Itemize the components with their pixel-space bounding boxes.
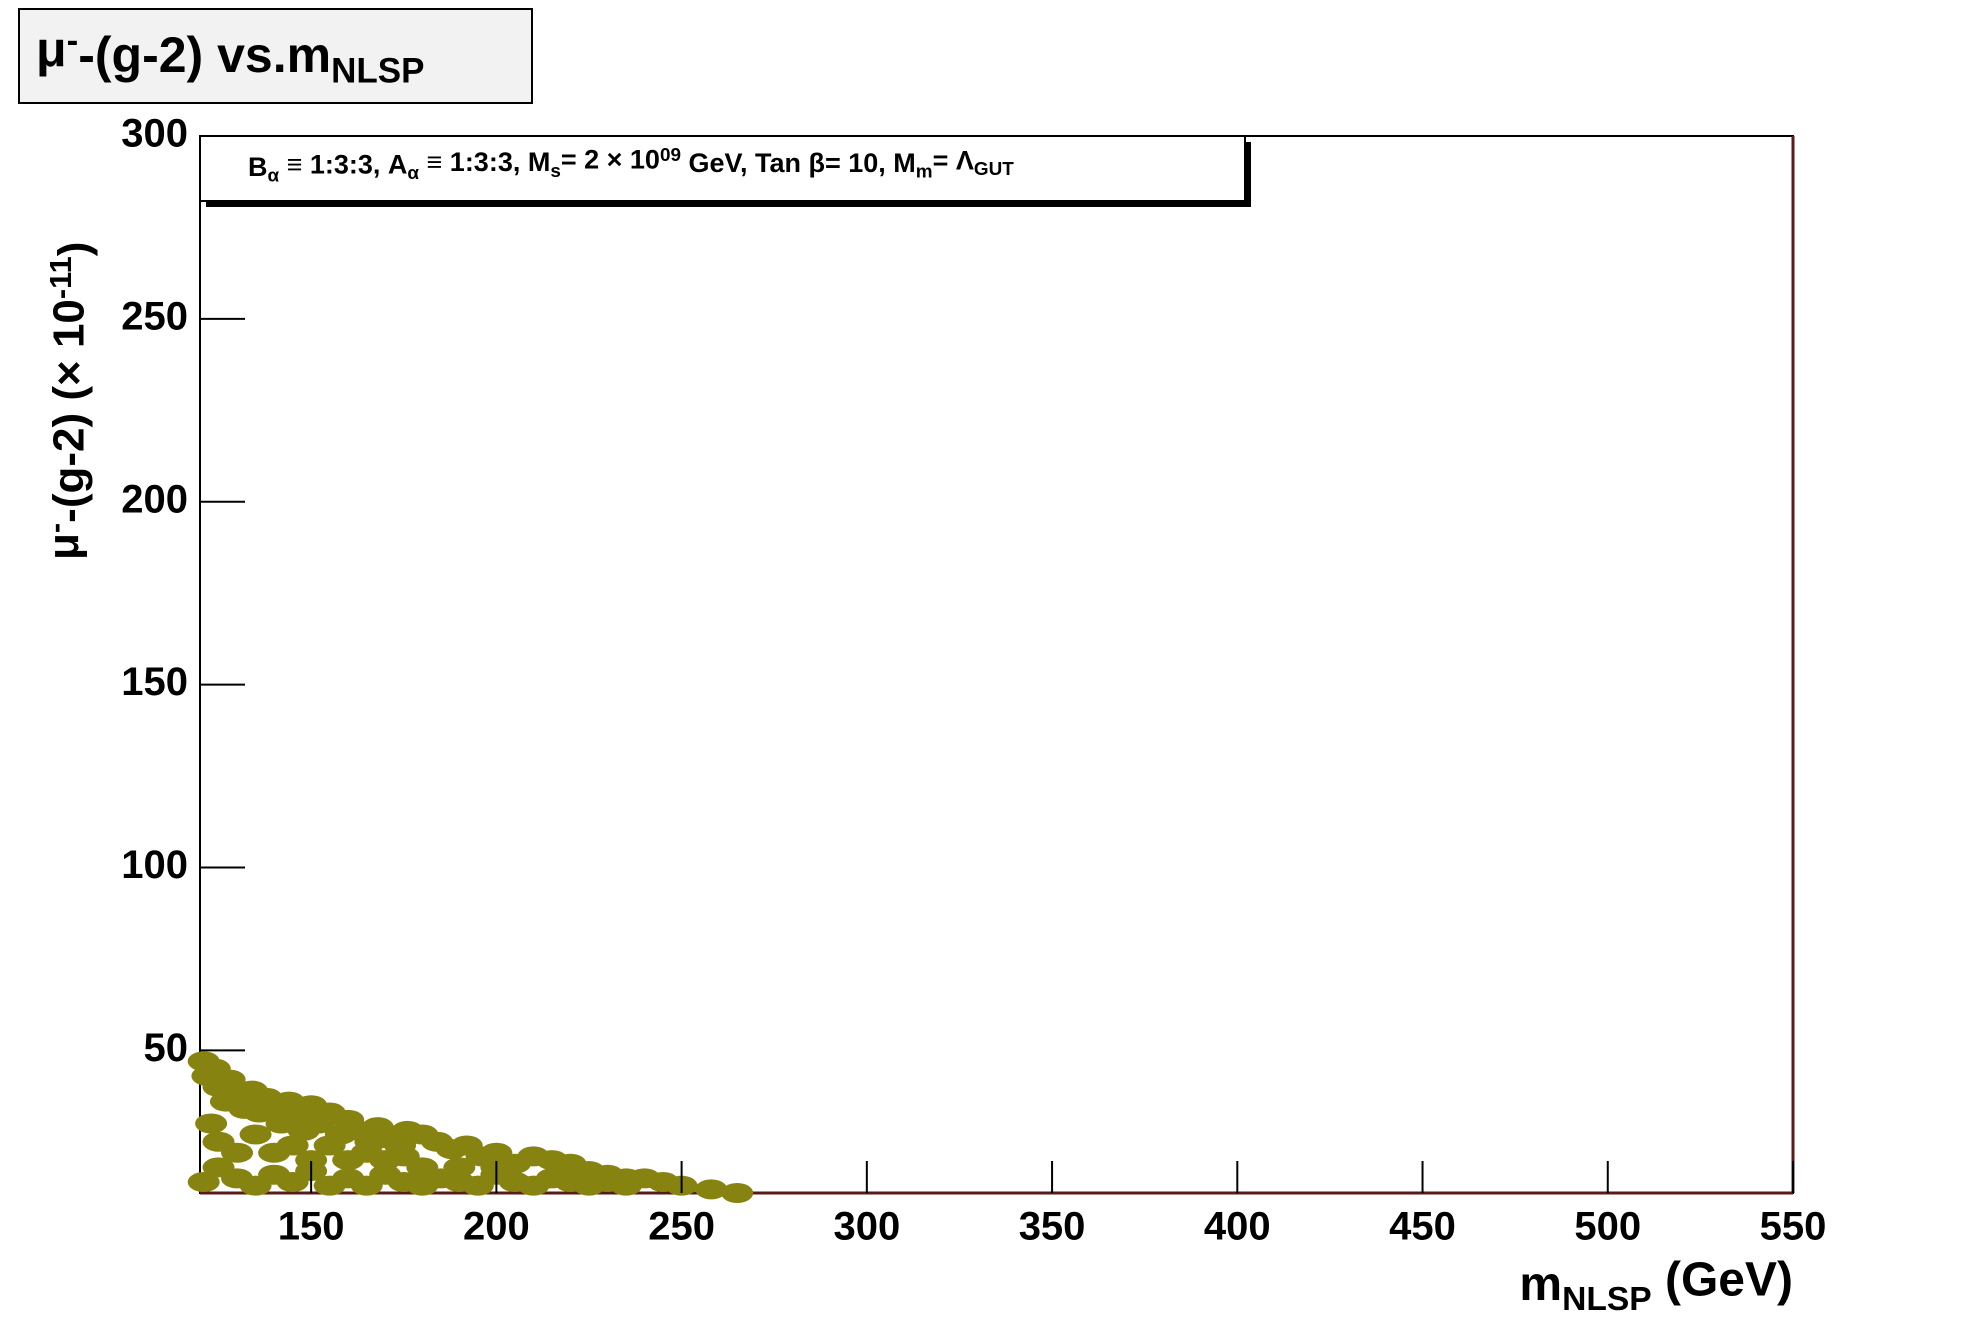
x-tick-label: 550	[1760, 1205, 1827, 1249]
x-tick-label: 150	[278, 1205, 345, 1249]
point	[276, 1135, 309, 1156]
text-segment: NLSP	[331, 52, 424, 91]
points	[187, 1051, 754, 1203]
point	[239, 1124, 272, 1145]
x-tick-label: 450	[1389, 1205, 1456, 1249]
point	[195, 1113, 228, 1134]
plot-frame	[199, 135, 1794, 1194]
text-segment: -	[67, 21, 79, 60]
annotation-box	[199, 135, 1246, 202]
text-segment: ≡ 1:3:3, M	[419, 147, 550, 177]
text-segment: GeV, Tan β= 10, M	[681, 148, 916, 178]
text-segment: = 2 × 10	[561, 145, 660, 175]
point	[695, 1179, 728, 1200]
text-segment: NLSP	[1562, 1281, 1652, 1318]
text-segment: GUT	[974, 159, 1014, 180]
point	[721, 1183, 754, 1203]
point	[313, 1135, 346, 1156]
text-segment: s	[550, 161, 561, 182]
text-segment: μ	[36, 21, 67, 77]
text-segment: -11	[43, 256, 78, 299]
x-tick-label: 400	[1204, 1205, 1271, 1249]
text-segment: α	[268, 166, 280, 187]
y-tick-label: 250	[121, 294, 188, 338]
text-segment: )	[50, 242, 99, 257]
title-box	[18, 8, 533, 104]
y-tick-label: 100	[121, 843, 188, 887]
point	[221, 1142, 254, 1163]
x-tick-label: 350	[1019, 1205, 1086, 1249]
text-segment: μ	[39, 533, 88, 560]
text-segment: (GeV)	[1652, 1254, 1793, 1307]
y-axis-label: μ--(g-2) (× 10-11)	[38, 242, 99, 560]
text-segment: = Λ	[933, 146, 974, 176]
text-segment: α	[407, 163, 419, 184]
y-tick-label: 50	[144, 1026, 189, 1070]
y-tick-label: 150	[121, 660, 188, 704]
x-axis-label: mNLSP (GeV)	[1519, 1254, 1793, 1318]
point	[443, 1157, 476, 1178]
text-segment: -	[38, 523, 73, 533]
text-segment: m	[916, 162, 933, 183]
text-segment: ≡ 1:3:3, A	[279, 150, 407, 180]
x-tick-label: 500	[1574, 1205, 1641, 1249]
x-tick-label: 250	[648, 1205, 715, 1249]
text-segment: B	[248, 152, 268, 182]
point	[387, 1146, 420, 1167]
text-segment: -(g-2) (× 10	[44, 299, 93, 523]
text-segment: m	[1519, 1258, 1562, 1311]
x-tick-label: 200	[463, 1205, 530, 1249]
point	[350, 1142, 383, 1163]
point	[610, 1175, 643, 1196]
x-tick-label: 300	[833, 1205, 900, 1249]
text-segment: 09	[660, 145, 681, 166]
y-tick-label: 200	[121, 477, 188, 521]
point	[187, 1172, 220, 1193]
y-tick-label: 300	[121, 112, 188, 156]
point	[295, 1150, 328, 1171]
chart-title: μ--(g-2) vs.mNLSP	[36, 21, 424, 91]
text-segment: -(g-2) vs.m	[78, 27, 331, 83]
annotation: Bα ≡ 1:3:3, Aα ≡ 1:3:3, Ms= 2 × 1009 GeV…	[248, 145, 1014, 187]
